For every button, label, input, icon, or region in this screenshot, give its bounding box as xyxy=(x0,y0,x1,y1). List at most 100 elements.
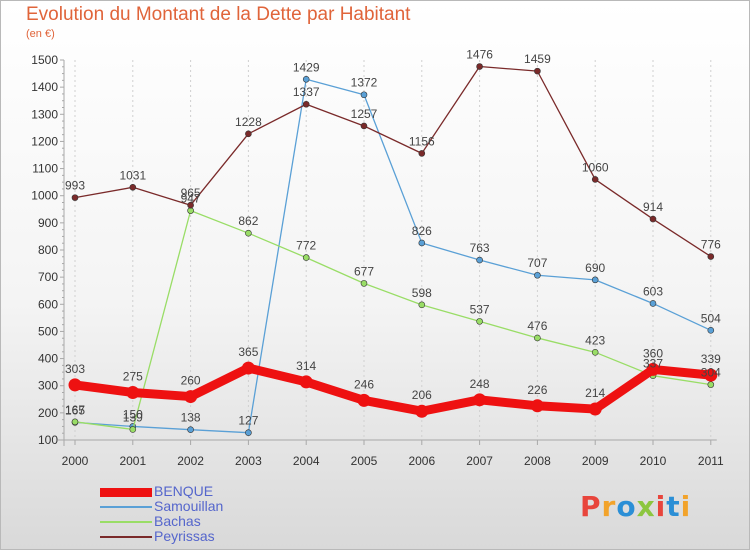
data-point xyxy=(71,194,79,201)
data-point xyxy=(302,75,310,83)
y-tick-label: 1300 xyxy=(31,107,58,121)
data-point xyxy=(707,253,715,260)
value-label: 246 xyxy=(354,377,374,391)
data-point xyxy=(591,276,599,284)
logo-letter: o xyxy=(616,490,637,523)
data-point xyxy=(302,254,310,261)
value-label: 1459 xyxy=(524,52,551,66)
series-line-samouillan xyxy=(74,78,712,434)
legend-swatch xyxy=(100,487,152,497)
value-label: 993 xyxy=(65,179,85,193)
data-point xyxy=(591,349,599,356)
y-tick-label: 800 xyxy=(38,243,58,257)
value-label: 476 xyxy=(527,319,547,333)
value-label: 862 xyxy=(238,214,258,228)
data-point xyxy=(129,184,137,191)
x-tick-label: 2004 xyxy=(293,454,320,468)
legend-label: Peyrissas xyxy=(154,528,215,544)
data-point xyxy=(302,100,310,108)
y-tick-label: 1000 xyxy=(31,189,58,203)
data-point xyxy=(591,176,599,183)
x-tick-label: 2000 xyxy=(62,454,89,468)
series-line-benque xyxy=(70,363,716,416)
y-tick-label: 1400 xyxy=(31,80,58,94)
x-tick-label: 2003 xyxy=(235,454,262,468)
data-point xyxy=(245,130,252,138)
y-tick-label: 700 xyxy=(38,270,58,284)
y-tick-label: 900 xyxy=(38,216,58,230)
data-point xyxy=(476,63,483,70)
data-point xyxy=(649,215,657,223)
value-label: 914 xyxy=(643,200,663,214)
value-label: 360 xyxy=(643,346,663,360)
data-point xyxy=(187,426,194,433)
value-label: 677 xyxy=(354,264,374,278)
x-tick-label: 2002 xyxy=(177,454,204,468)
value-label: 947 xyxy=(181,192,201,206)
value-label: 165 xyxy=(65,403,85,417)
value-label: 598 xyxy=(412,286,432,300)
value-label: 206 xyxy=(412,388,432,402)
data-point xyxy=(418,150,426,157)
y-tick-label: 600 xyxy=(38,297,58,311)
data-point xyxy=(534,271,541,279)
legend-label: BENQUE xyxy=(154,483,214,499)
data-point xyxy=(245,229,252,237)
value-label: 314 xyxy=(296,359,316,373)
value-label: 337 xyxy=(643,357,663,371)
legend-label: Bachas xyxy=(154,513,201,529)
series-layer xyxy=(68,63,718,436)
value-label: 304 xyxy=(701,366,721,380)
chart-unit: (en €) xyxy=(26,28,55,40)
data-point xyxy=(187,201,194,209)
value-label: 826 xyxy=(412,224,432,238)
value-label: 226 xyxy=(527,383,547,397)
value-label: 1372 xyxy=(351,76,378,90)
value-label: 1060 xyxy=(582,160,609,174)
x-tick-label: 2006 xyxy=(408,454,435,468)
value-label: 423 xyxy=(585,333,605,347)
data-point xyxy=(418,301,426,309)
value-label: 776 xyxy=(701,238,721,252)
data-point xyxy=(534,334,541,342)
value-label: 127 xyxy=(238,414,258,428)
logo-letter: P xyxy=(580,490,602,523)
value-label: 150 xyxy=(123,407,143,421)
x-tick-label: 2008 xyxy=(524,454,551,468)
x-tick-label: 2005 xyxy=(351,454,378,468)
data-point xyxy=(299,375,313,389)
data-point xyxy=(476,318,483,325)
value-label: 275 xyxy=(123,370,143,384)
data-point xyxy=(126,386,140,399)
x-tick-label: 2001 xyxy=(119,454,146,468)
value-label: 138 xyxy=(181,411,201,425)
legend-swatch xyxy=(100,536,152,538)
value-label: 1156 xyxy=(409,134,435,148)
data-point xyxy=(473,393,487,407)
value-label: 603 xyxy=(643,284,663,298)
value-label: 214 xyxy=(585,386,605,400)
legend-swatch xyxy=(100,521,152,523)
y-tick-label: 500 xyxy=(38,324,58,338)
value-label: 260 xyxy=(181,374,201,388)
value-label: 1228 xyxy=(235,115,262,129)
data-point xyxy=(534,67,541,75)
data-point xyxy=(415,404,429,418)
logo-letter: t xyxy=(666,490,681,523)
axis-layer: 100 200 300 400 500 600 700 800 900 1000 1100 1200 1… xyxy=(31,53,724,468)
data-point xyxy=(646,362,660,376)
data-point xyxy=(707,327,715,334)
data-point xyxy=(71,418,79,426)
value-label: 690 xyxy=(585,261,605,275)
data-point xyxy=(649,300,657,307)
logo-letter: r xyxy=(601,490,617,523)
value-label: 248 xyxy=(470,377,490,391)
grid-layer xyxy=(74,60,712,440)
data-point xyxy=(588,402,602,416)
logo-letter: i xyxy=(680,490,692,523)
data-point xyxy=(476,256,483,264)
data-point xyxy=(704,368,718,382)
